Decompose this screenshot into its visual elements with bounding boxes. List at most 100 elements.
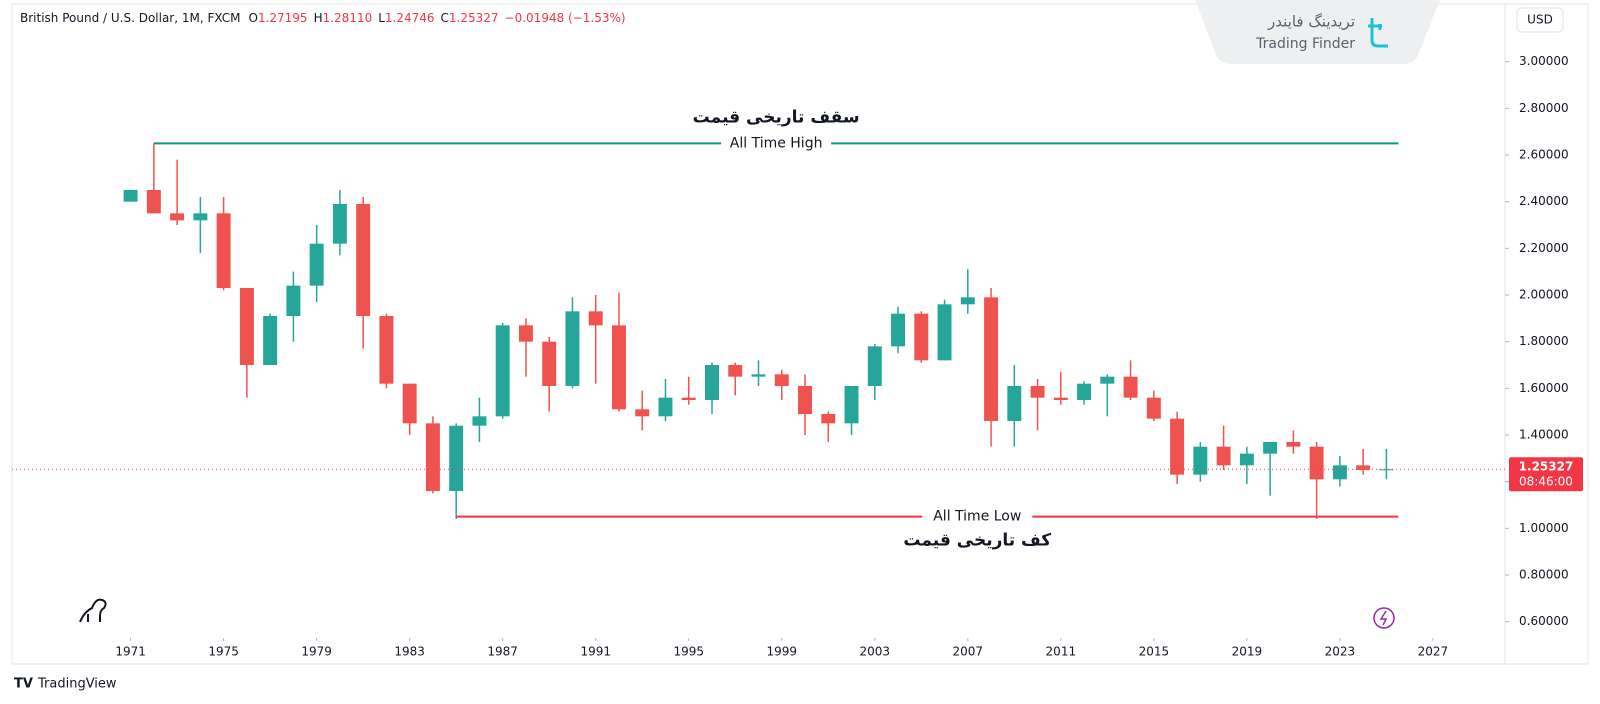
- x-tick-label: 2027: [1418, 645, 1449, 659]
- flash-icon[interactable]: [1373, 607, 1395, 629]
- candle-body: [356, 204, 371, 316]
- tv-logo: TV: [14, 677, 33, 692]
- candle-body: [146, 190, 161, 214]
- flash-bolt: [1379, 610, 1388, 626]
- candle-body: [123, 190, 138, 202]
- level-note: سقف تاریخی قیمت: [693, 107, 860, 127]
- candle-body: [821, 414, 836, 424]
- currency-box[interactable]: [1516, 7, 1564, 33]
- brand-logo: [1368, 18, 1388, 48]
- candle-body: [937, 304, 952, 361]
- candle-body: [1379, 469, 1394, 471]
- x-tick-label: 1983: [394, 645, 425, 659]
- candle-body: [193, 213, 208, 221]
- y-tick-label: 2.20000: [1519, 241, 1569, 255]
- candle-body: [984, 297, 999, 421]
- candle-body: [449, 425, 464, 491]
- candle-body: [542, 341, 557, 386]
- last-price-timer: 08:46:00: [1519, 475, 1573, 489]
- y-tick-label: 2.60000: [1519, 148, 1569, 162]
- y-tick-label: 1.60000: [1519, 381, 1569, 395]
- x-tick-label: 2015: [1139, 645, 1170, 659]
- candle-body: [379, 316, 394, 384]
- y-tick-label: 2.80000: [1519, 101, 1569, 115]
- x-tick-label: 1995: [673, 645, 704, 659]
- candle-body: [332, 204, 347, 244]
- candle-body: [402, 383, 417, 424]
- candle-body: [728, 365, 743, 377]
- candle-body: [914, 313, 929, 361]
- candle-body: [495, 325, 510, 417]
- candle-body: [658, 397, 673, 417]
- candle-body: [518, 325, 533, 342]
- candle-body: [1007, 386, 1022, 421]
- ohlc-value: 1.24746: [385, 11, 435, 25]
- ohlc-label: C: [441, 11, 449, 25]
- x-tick-label: 2019: [1232, 645, 1263, 659]
- candle-body: [239, 288, 254, 365]
- candle-body: [1216, 446, 1231, 466]
- header-title: British Pound / U.S. Dollar, 1M, FXCM: [20, 11, 240, 25]
- candle-body: [286, 285, 301, 316]
- candle-body: [891, 313, 906, 347]
- ohlc-value: 1.28110: [323, 11, 373, 25]
- candle-body: [960, 297, 975, 305]
- candle-body: [705, 365, 719, 400]
- x-tick-label: 1999: [766, 645, 797, 659]
- brand-latin: Trading Finder: [1255, 36, 1355, 52]
- brand-badge: [1195, 0, 1440, 64]
- brand-persian: تریدینگ فایندر: [1267, 13, 1355, 31]
- level-label-bg: [922, 507, 1033, 526]
- candle-body: [1030, 386, 1045, 398]
- candle-body: [588, 311, 603, 326]
- candle-body: [1053, 397, 1068, 400]
- y-tick-label: 1.40000: [1519, 428, 1569, 442]
- level-note: کف تاریخی قیمت: [903, 531, 1051, 551]
- ohlc-value: 1.25327: [449, 11, 499, 25]
- ohlc-value: 1.27195: [258, 11, 308, 25]
- candle-body: [425, 423, 440, 491]
- candle-body: [1286, 442, 1301, 447]
- ohlc-label: O: [248, 11, 257, 25]
- candle-body: [472, 416, 487, 426]
- candle-body: [263, 316, 278, 365]
- candle-body: [681, 397, 696, 400]
- candle-body: [1146, 397, 1161, 419]
- x-tick-label: 1971: [115, 645, 146, 659]
- y-tick-label: 0.60000: [1519, 614, 1569, 628]
- candle-body: [635, 409, 650, 417]
- candle-body: [1077, 383, 1092, 400]
- candle-body: [1123, 376, 1138, 398]
- candle-body: [1170, 418, 1185, 475]
- candle-body: [1193, 446, 1208, 475]
- level-label: All Time Low: [933, 509, 1021, 525]
- candle-body: [1263, 442, 1278, 454]
- x-tick-label: 2011: [1046, 645, 1077, 659]
- y-tick-label: 2.00000: [1519, 288, 1569, 302]
- x-tick-label: 1979: [301, 645, 332, 659]
- y-tick-label: 0.80000: [1519, 568, 1569, 582]
- header-change: −0.01948 (−1.53%): [505, 11, 626, 25]
- candle-body: [844, 386, 859, 424]
- candle-body: [216, 213, 231, 288]
- last-price-label: 1.25327: [1519, 460, 1574, 474]
- footer: TradingView: [37, 677, 117, 692]
- level-label-bg: [721, 134, 832, 153]
- candle-body: [751, 374, 766, 377]
- x-tick-label: 2023: [1325, 645, 1356, 659]
- header: British Pound / U.S. Dollar, 1M, FXCM O1.…: [20, 11, 626, 25]
- candle-body: [611, 325, 626, 410]
- y-tick-label: 1.80000: [1519, 334, 1569, 348]
- candle-body: [170, 213, 185, 221]
- candle-body: [1100, 376, 1115, 384]
- currency[interactable]: USD: [1527, 13, 1553, 27]
- x-tick-label: 2003: [860, 645, 891, 659]
- x-tick-label: 1987: [487, 645, 518, 659]
- ohlc-label: H: [314, 11, 323, 25]
- x-tick-label: 1975: [208, 645, 239, 659]
- x-tick-label: 2007: [953, 645, 984, 659]
- ohlc-label: L: [378, 11, 385, 25]
- y-tick-label: 3.00000: [1519, 54, 1569, 68]
- y-tick-label: 2.40000: [1519, 194, 1569, 208]
